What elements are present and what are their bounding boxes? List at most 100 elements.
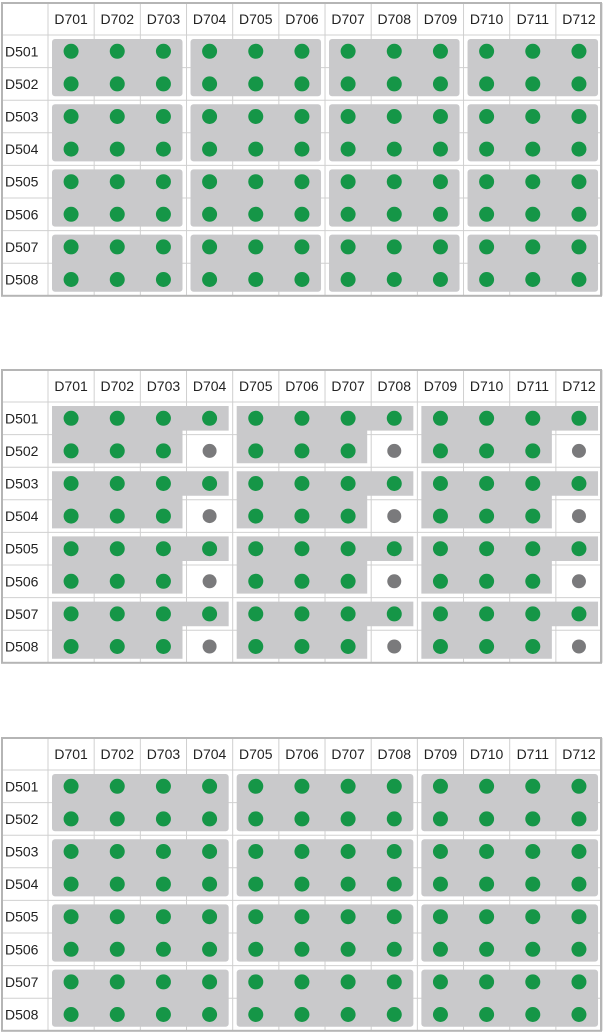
filled-well [294, 239, 310, 255]
filled-well [202, 974, 218, 990]
filled-well [294, 909, 310, 925]
filled-well [479, 844, 495, 859]
row-label: D501 [5, 778, 39, 794]
filled-well [155, 508, 171, 524]
filled-well [202, 476, 218, 491]
filled-well [155, 909, 171, 925]
filled-well [109, 43, 125, 59]
sample-group [52, 904, 229, 962]
filled-well [63, 272, 79, 287]
row-label: D501 [5, 43, 39, 59]
sample-group [421, 406, 599, 464]
row-label: D504 [5, 876, 39, 892]
sample-group [421, 774, 599, 832]
row-label: D502 [5, 443, 39, 459]
sample-group [52, 406, 229, 464]
filled-well [571, 141, 587, 157]
sample-group [190, 104, 322, 162]
filled-well [63, 1007, 79, 1022]
column-header: D708 [378, 11, 412, 27]
filled-well [202, 174, 218, 190]
filled-well [63, 43, 79, 59]
filled-well [571, 410, 587, 426]
filled-well [155, 174, 171, 190]
filled-well [109, 272, 125, 287]
filled-well [432, 778, 448, 794]
filled-well [248, 1007, 264, 1022]
filled-well [525, 206, 541, 222]
filled-well [479, 876, 495, 892]
filled-well [571, 109, 587, 124]
filled-well [340, 778, 356, 794]
row-label: D507 [5, 606, 39, 622]
filled-well [340, 174, 356, 190]
column-header: D701 [54, 11, 88, 27]
filled-well [432, 941, 448, 957]
row-label: D508 [5, 272, 39, 288]
filled-well [202, 1007, 218, 1022]
filled-well [432, 174, 448, 190]
filled-well [432, 443, 448, 459]
filled-well [432, 1007, 448, 1022]
sample-group [421, 601, 599, 659]
filled-well [63, 639, 79, 654]
filled-well [294, 410, 310, 426]
empty-well [571, 443, 586, 458]
filled-well [294, 174, 310, 190]
filled-well [525, 141, 541, 157]
filled-well [248, 508, 264, 524]
row-label: D505 [5, 174, 39, 190]
filled-well [571, 876, 587, 892]
sample-group [52, 774, 229, 832]
filled-well [202, 941, 218, 957]
row-label: D507 [5, 239, 39, 255]
filled-well [571, 76, 587, 92]
filled-well [109, 141, 125, 157]
column-header: D712 [562, 11, 596, 27]
column-header: D710 [470, 746, 504, 762]
filled-well [340, 239, 356, 255]
filled-well [155, 573, 171, 589]
column-header: D710 [470, 11, 504, 27]
filled-well [386, 206, 402, 222]
sample-group [329, 234, 460, 292]
column-header: D711 [517, 11, 550, 27]
column-header: D708 [378, 378, 412, 394]
plate-1: D701 D702 D703 D704 D705 D706 D707 D708 D709 D710… [1, 2, 603, 297]
column-header: D712 [562, 378, 596, 394]
filled-well [340, 1007, 356, 1022]
filled-well [248, 76, 264, 92]
filled-well [525, 476, 541, 491]
filled-well [63, 476, 79, 491]
filled-well [432, 876, 448, 892]
filled-well [525, 974, 541, 990]
filled-well [109, 239, 125, 255]
filled-well [479, 811, 495, 827]
filled-well [248, 43, 264, 59]
filled-well [63, 239, 79, 255]
filled-well [479, 974, 495, 990]
filled-well [571, 476, 587, 491]
filled-well [202, 109, 218, 124]
row-label: D505 [5, 909, 39, 925]
row-label: D506 [5, 206, 39, 222]
sample-group [421, 471, 599, 529]
filled-well [294, 109, 310, 124]
filled-well [109, 876, 125, 892]
filled-well [63, 573, 79, 589]
filled-well [294, 639, 310, 654]
sample-group [236, 839, 414, 897]
filled-well [525, 410, 541, 426]
filled-well [432, 141, 448, 157]
filled-well [109, 1007, 125, 1022]
filled-well [109, 778, 125, 794]
filled-well [294, 811, 310, 827]
filled-well [155, 541, 171, 557]
filled-well [386, 272, 402, 287]
filled-well [109, 109, 125, 124]
filled-well [479, 141, 495, 157]
sample-group [236, 904, 414, 962]
sample-group [236, 471, 414, 529]
column-header: D707 [331, 378, 365, 394]
filled-well [155, 606, 171, 622]
